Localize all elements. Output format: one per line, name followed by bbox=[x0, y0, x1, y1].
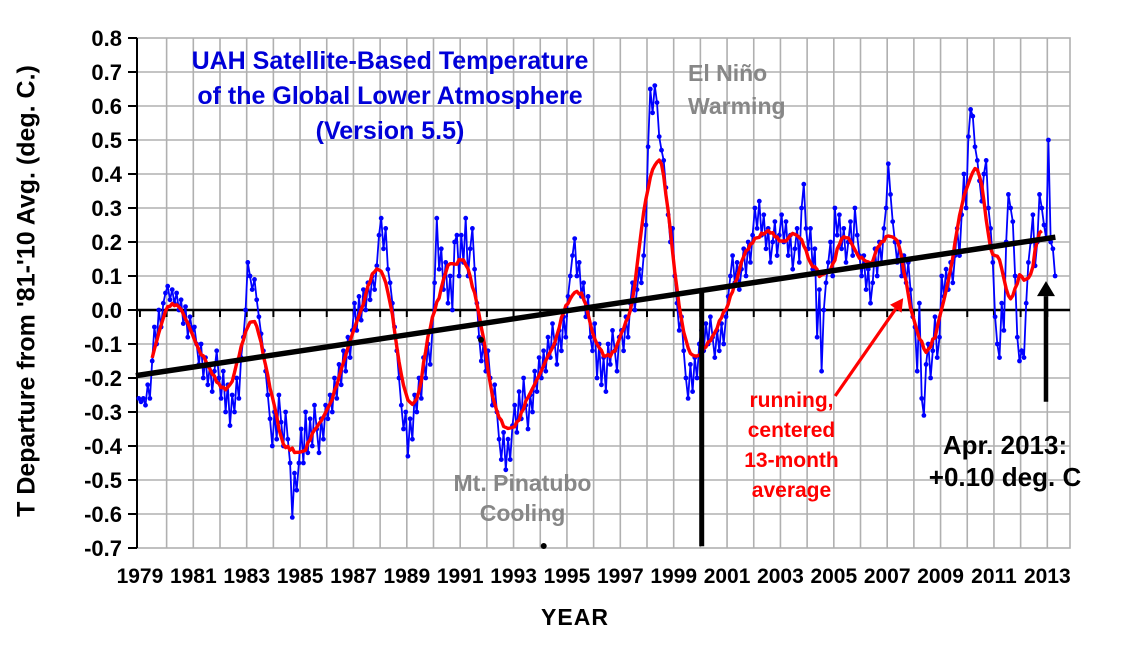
y-axis-title: T Departure from '81-'10 Avg. (deg. C.) bbox=[12, 65, 41, 517]
trend-line bbox=[135, 234, 1056, 379]
y-tick-label: 0.3 bbox=[91, 196, 122, 221]
y-tick-label: -0.4 bbox=[84, 434, 123, 459]
last-point-line1: Apr. 2013: bbox=[942, 430, 1068, 460]
chart-title-line2: of the Global Lower Atmosphere bbox=[197, 82, 583, 110]
x-tick-label: 2003 bbox=[757, 565, 804, 588]
annotation-pinatubo: Mt. Pinatubo Cooling bbox=[420, 468, 625, 528]
y-tick-label: -0.3 bbox=[84, 400, 122, 425]
x-tick-label: 1985 bbox=[277, 565, 324, 588]
el-nino-line2: Warming bbox=[688, 93, 786, 119]
annotation-el-nino: El Niño Warming bbox=[688, 57, 786, 123]
el-nino-line1: El Niño bbox=[688, 60, 768, 86]
pinatubo-line2: Cooling bbox=[479, 500, 566, 526]
x-tick-label: 2013 bbox=[1024, 565, 1071, 588]
y-tick-label: -0.5 bbox=[84, 468, 122, 493]
x-tick-label: 1991 bbox=[437, 565, 484, 588]
x-tick-label: 2005 bbox=[810, 565, 857, 588]
y-tick-label: 0.0 bbox=[91, 298, 122, 323]
running-avg-line2: centered bbox=[747, 419, 836, 442]
x-tick-label: 1983 bbox=[223, 565, 270, 588]
x-tick-label: 1997 bbox=[597, 565, 644, 588]
x-tick-label: 2007 bbox=[864, 565, 911, 588]
y-tick-label: -0.2 bbox=[84, 366, 122, 391]
x-tick-label: 1981 bbox=[170, 565, 217, 588]
x-tick-label: 1987 bbox=[330, 565, 377, 588]
chart-title-line3: (Version 5.5) bbox=[315, 117, 465, 145]
average-series bbox=[150, 158, 1043, 455]
last-point-arrow bbox=[1036, 281, 1055, 402]
x-tick-label: 1999 bbox=[650, 565, 697, 588]
y-tick-label: 0.1 bbox=[91, 264, 122, 289]
running-avg-line3: 13-month bbox=[744, 449, 839, 472]
y-tick-label: -0.6 bbox=[84, 502, 122, 527]
zero-axis bbox=[137, 308, 1070, 317]
x-tick-label: 2011 bbox=[971, 565, 1017, 588]
y-axis-spine bbox=[128, 37, 138, 549]
y-tick-label: 0.7 bbox=[91, 60, 122, 85]
annotation-last-point: Apr. 2013: +0.10 deg. C bbox=[920, 429, 1090, 493]
x-tick-label: 1979 bbox=[117, 565, 164, 588]
marker-dots bbox=[478, 336, 547, 549]
chart-title: UAH Satellite-Based Temperature of the G… bbox=[140, 44, 640, 149]
y-tick-label: -0.1 bbox=[84, 332, 122, 357]
y-tick-label: 0.8 bbox=[91, 26, 122, 51]
y-tick-label: 0.6 bbox=[91, 94, 122, 119]
pinatubo-line1: Mt. Pinatubo bbox=[453, 470, 592, 496]
x-tick-label: 1989 bbox=[383, 565, 430, 588]
gridlines bbox=[137, 38, 1070, 548]
running-avg-line1: running, bbox=[749, 389, 834, 412]
x-tick-label: 2009 bbox=[917, 565, 964, 588]
x-tick-labels: 1979 1981 1983 1985 1987 1989 1991 1993 1995 1997… bbox=[117, 565, 1071, 588]
x-axis-title: YEAR bbox=[541, 604, 609, 630]
last-point-line2: +0.10 deg. C bbox=[928, 462, 1082, 492]
running-avg-line4: average bbox=[751, 479, 832, 502]
y-tick-label: 0.5 bbox=[91, 128, 122, 153]
chart-title-line1: UAH Satellite-Based Temperature bbox=[191, 47, 589, 75]
y-tick-label: -0.7 bbox=[84, 536, 122, 561]
y-tick-label: 0.2 bbox=[91, 230, 122, 255]
x-tick-label: 1995 bbox=[544, 565, 591, 588]
running-avg-arrow bbox=[833, 298, 904, 397]
annotation-running-average: running, centered 13-month average bbox=[714, 386, 869, 506]
x-tick-label: 1993 bbox=[490, 565, 537, 588]
y-tick-labels: 0.8 0.7 0.6 0.5 0.4 0.3 0.2 0.1 0.0 -0.1 -0.2 -0.3 -… bbox=[84, 26, 123, 561]
y-tick-label: 0.4 bbox=[91, 162, 122, 187]
x-tick-label: 2001 bbox=[704, 565, 751, 588]
